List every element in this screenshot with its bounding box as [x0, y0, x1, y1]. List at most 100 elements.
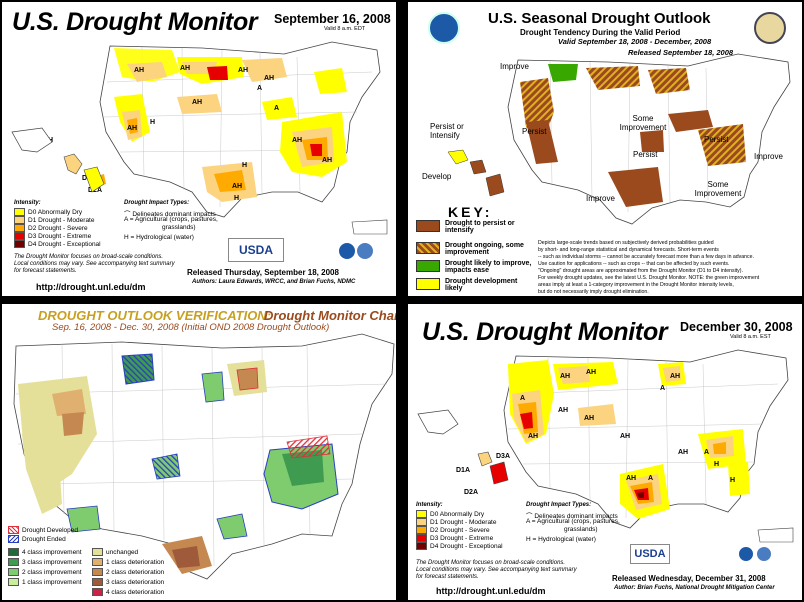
map-label: D2A [88, 187, 102, 194]
key-develop: Drought development likely [416, 278, 536, 292]
outlook-note-line: by short- and long-range statistical and… [538, 247, 719, 253]
map-label: AH [238, 67, 248, 74]
panel4-valid: Valid 8 a.m. EST [730, 334, 771, 340]
panel2-subtitle: Drought Tendency During the Valid Period [520, 28, 681, 37]
panel4-note-line: Local conditions may vary. See accompany… [416, 567, 577, 573]
panel4-url[interactable]: http://drought.unl.edu/dm [436, 586, 546, 596]
legend-d4: D4 Drought - Exceptional [14, 240, 101, 248]
panel4-impact-heading: Drought Impact Types: [526, 502, 592, 508]
legend-d0: D0 Abnormally Dry [14, 208, 82, 216]
panel4-impact-line: ⌒ Delineates dominant impacts [526, 513, 618, 520]
outlook-note-line: "Ongoing" drought areas are approximated… [538, 268, 743, 274]
panel3-title-a: DROUGHT OUTLOOK VERIFICATION: [38, 308, 272, 323]
panel4-note-line: The Drought Monitor focuses on broad-sca… [416, 560, 566, 566]
map-label: AH [670, 373, 680, 380]
outlook-label-persist: Persist [633, 150, 658, 159]
panel1-impact-line: ⌒ Delineates dominant impacts [124, 211, 216, 218]
panel3-subtitle: Sep. 16, 2008 - Dec. 30, 2008 (Initial O… [52, 322, 330, 333]
legend-2-class-deterioration: 2 class deterioration [92, 568, 164, 576]
panel1-url[interactable]: http://drought.unl.edu/dm [36, 282, 146, 292]
legend-drought-developed: Drought Developed [8, 526, 78, 534]
panel4-impact-line: H = Hydrological (water) [526, 536, 596, 543]
map-label: AH [292, 137, 302, 144]
map-label: A [704, 449, 709, 456]
panel1-title: U.S. Drought Monitor [12, 8, 258, 36]
map-label: AH [558, 407, 568, 414]
panel4-impact-line: grasslands) [564, 526, 598, 533]
map-label: A [648, 475, 653, 482]
panel4-authors: Author: Brian Fuchs, National Drought Mi… [614, 585, 775, 591]
panel1-impact-line: H = Hydrological (water) [124, 234, 194, 241]
outlook-note-line: but do not necessarily imply drought eli… [538, 289, 649, 295]
panel4-map-labels: AH AH A AH A AH AH AH H A H AH A AH D3A … [456, 369, 735, 496]
outlook-label-persist: Persist [704, 135, 729, 144]
legend-3-class-deterioration: 3 class deterioration [92, 578, 164, 586]
panel1-valid: Valid 8 a.m. EDT [324, 26, 366, 32]
map-label: AH [620, 433, 630, 440]
map-label: AH [264, 75, 274, 82]
outlook-note-line: -- such as individual storms -- cannot b… [538, 254, 754, 260]
legend-d4: D4 Drought - Exceptional [416, 542, 503, 550]
map-label: A [257, 85, 262, 92]
legend-2-class-improvement: 2 class improvement [8, 568, 82, 576]
panel1-date: September 16, 2008 [274, 12, 391, 26]
panel1-note-line: Local conditions may vary. See accompany… [14, 261, 175, 267]
panel2-key-heading: KEY: [448, 204, 493, 220]
map-label: AH [134, 67, 144, 74]
map-label: AH [322, 157, 332, 164]
legend-d1: D1 Drought - Moderate [416, 518, 496, 526]
map-label: D2A [464, 489, 478, 496]
legend-3-class-improvement: 3 class improvement [8, 558, 82, 566]
panel2-title: U.S. Seasonal Drought Outlook [488, 10, 711, 27]
outlook-verification-panel: DROUGHT OUTLOOK VERIFICATION: Drought Mo… [2, 304, 396, 600]
legend-d1: D1 Drought - Moderate [14, 216, 94, 224]
map-label: AH [180, 65, 190, 72]
usda-logo: USDA [228, 238, 284, 262]
outlook-label-some-improvement: Some Improvement [619, 114, 667, 132]
panel4-impact-line: A = Agricultural (crops, pastures, [526, 518, 620, 525]
map-label: D1A [456, 467, 470, 474]
panel1-released: Released Thursday, September 18, 2008 [187, 268, 339, 277]
legend-1-class-deterioration: 1 class deterioration [92, 558, 164, 566]
outlook-label-persist: Persist [522, 127, 547, 136]
noaa-logo [738, 546, 754, 562]
map-label: H [730, 477, 735, 484]
panel4-alaska-hawaii [417, 409, 794, 543]
panel2-released: Released September 18, 2008 [628, 48, 734, 57]
legend-4-class-deterioration: 4 class deterioration [92, 588, 164, 596]
usda-logo: USDA [630, 544, 670, 564]
map-label: AH [127, 125, 137, 132]
map-label: AH [560, 373, 570, 380]
map-label: A [520, 395, 525, 402]
drought-monitor-dec-panel: U.S. Drought Monitor December 30, 2008 V… [408, 304, 802, 600]
outlook-note-line: Depicts large-scale trends based on subj… [538, 240, 714, 246]
outlook-label-develop: Develop [422, 172, 452, 181]
panel2-hawaii [447, 149, 505, 197]
map-label: H [234, 195, 239, 202]
map-label: AH [528, 433, 538, 440]
noaa-logo [338, 242, 356, 260]
legend-d3: D3 Drought - Extreme [14, 232, 91, 240]
commerce-seal-logo [754, 12, 786, 44]
panel4-released: Released Wednesday, December 31, 2008 [612, 574, 766, 583]
panel4-note-line: for forecast statements. [416, 574, 479, 580]
panel4-title: U.S. Drought Monitor [422, 318, 668, 346]
outlook-label-persist-or-intensify: Persist or Intensify [430, 122, 464, 140]
map-label: A [660, 385, 665, 392]
map-label: AH [584, 415, 594, 422]
legend-d3: D3 Drought - Extreme [416, 534, 493, 542]
map-label: D3A [496, 453, 510, 460]
map-label: H [150, 119, 155, 126]
legend-d2: D2 Drought - Severe [14, 224, 88, 232]
panel1-authors: Authors: Laura Edwards, WRCC, and Brian … [192, 279, 356, 285]
outlook-label-improve: Improve [754, 152, 783, 161]
key-persist: Drought to persist or intensify [416, 220, 536, 234]
panel1-impact-line: grasslands) [162, 224, 196, 231]
map-label: AH [678, 449, 688, 456]
panel4-us-map: AH AH A AH A AH AH AH H A H AH A AH D3A … [417, 349, 794, 543]
panel1-note-line: The Drought Monitor focuses on broad-sca… [14, 254, 164, 260]
map-label: AH [626, 475, 636, 482]
map-label: AH [586, 369, 596, 376]
panel1-us-map: AH AH AH AH A AH A AH H AH AH AH H H D1A… [11, 41, 388, 235]
outlook-label-improve: Improve [500, 62, 529, 71]
